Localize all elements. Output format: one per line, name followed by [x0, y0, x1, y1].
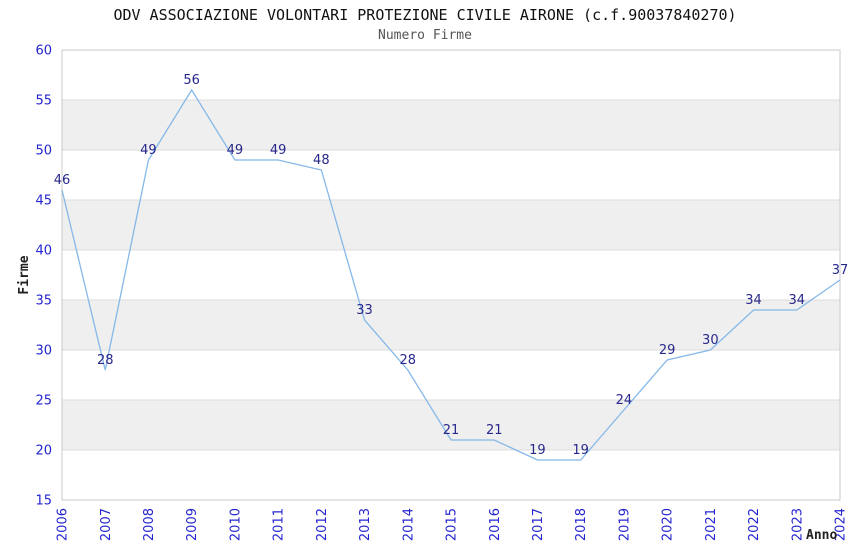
data-label: 28: [97, 353, 114, 368]
data-label: 21: [486, 423, 503, 438]
data-label: 46: [54, 173, 71, 188]
x-tick-label: 2023: [790, 508, 805, 541]
x-tick-label: 2016: [488, 508, 503, 541]
x-tick-label: 2021: [704, 508, 719, 541]
data-label: 21: [443, 423, 460, 438]
chart-subtitle: Numero Firme: [378, 28, 472, 43]
x-tick-label: 2024: [834, 508, 849, 541]
x-tick-label: 2014: [401, 508, 416, 541]
x-tick-label: 2018: [574, 508, 589, 541]
x-tick-label: 2017: [531, 508, 546, 541]
y-axis-title: Firme: [17, 255, 32, 295]
data-label: 37: [832, 263, 849, 278]
y-tick-label: 15: [35, 494, 52, 509]
data-label: 49: [270, 143, 287, 158]
x-tick-label: 2012: [315, 508, 330, 541]
data-label: 49: [140, 143, 157, 158]
x-tick-label: 2019: [617, 508, 632, 541]
plot-band: [62, 200, 840, 250]
x-axis-title: Anno: [806, 528, 838, 543]
data-label: 48: [313, 153, 330, 168]
plot-band: [62, 300, 840, 350]
series-line: [61, 88, 841, 461]
data-label: 19: [572, 443, 589, 458]
y-tick-label: 45: [35, 194, 52, 209]
plot-band: [62, 100, 840, 150]
y-tick-label: 35: [35, 294, 52, 309]
x-tick-label: 2007: [99, 508, 114, 541]
x-tick-label: 2015: [445, 508, 460, 541]
x-tick-label: 2008: [142, 508, 157, 541]
y-tick-label: 25: [35, 394, 52, 409]
x-tick-label: 2006: [56, 508, 71, 541]
y-tick-label: 60: [35, 44, 52, 59]
data-label: 34: [745, 293, 762, 308]
y-tick-label: 20: [35, 444, 52, 459]
data-label: 19: [529, 443, 546, 458]
y-tick-label: 55: [35, 94, 52, 109]
data-label: 33: [356, 303, 373, 318]
data-label: 29: [659, 343, 676, 358]
data-label: 28: [400, 353, 417, 368]
plot-band: [62, 400, 840, 450]
data-label: 49: [227, 143, 244, 158]
data-label: 56: [183, 73, 200, 88]
data-label: 24: [616, 393, 633, 408]
data-label: 30: [702, 333, 719, 348]
y-tick-label: 30: [35, 344, 52, 359]
y-tick-label: 40: [35, 244, 52, 259]
x-tick-label: 2022: [747, 508, 762, 541]
plot-border: [61, 49, 841, 501]
x-tick-label: 2009: [185, 508, 200, 541]
y-tick-label: 50: [35, 144, 52, 159]
chart-title: ODV ASSOCIAZIONE VOLONTARI PROTEZIONE CI…: [113, 6, 737, 24]
data-label: 34: [789, 293, 806, 308]
x-tick-label: 2011: [272, 508, 287, 541]
x-tick-label: 2020: [661, 508, 676, 541]
x-tick-label: 2013: [358, 508, 373, 541]
x-tick-label: 2010: [228, 508, 243, 541]
